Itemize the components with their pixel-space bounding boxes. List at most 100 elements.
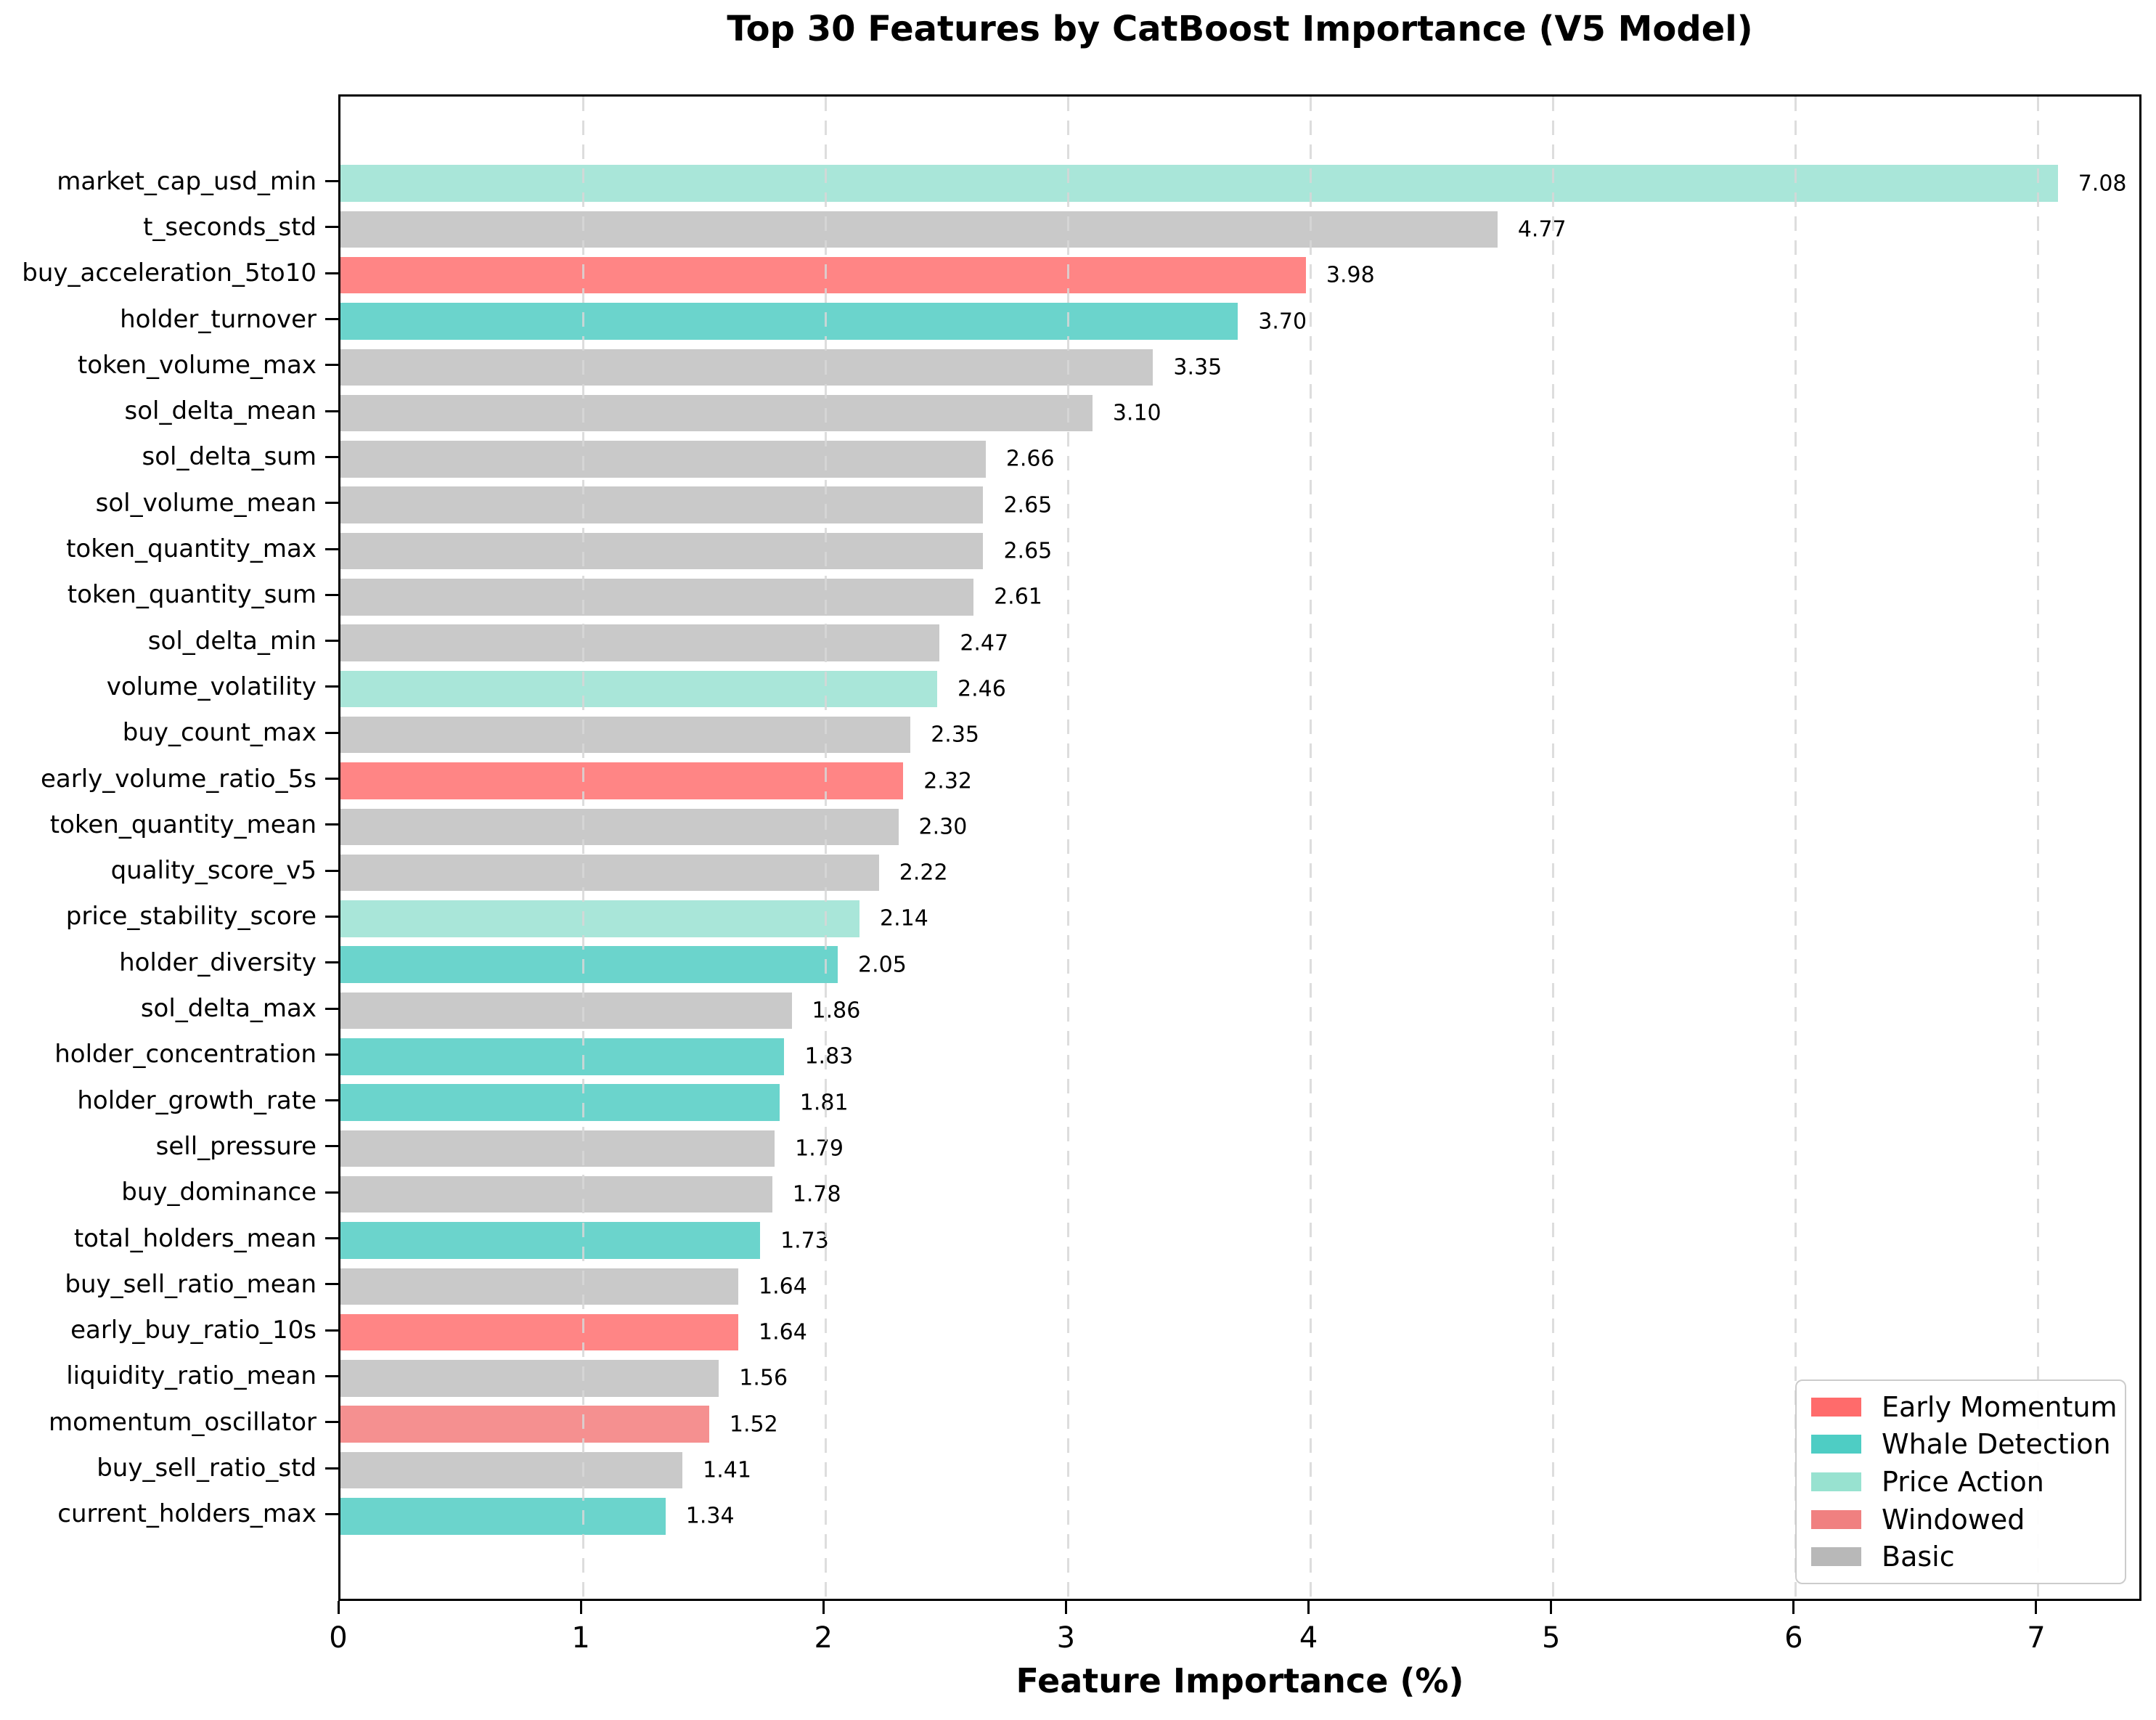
ytick-label-t_seconds_std: t_seconds_std bbox=[143, 212, 317, 242]
ytick-label-token_quantity_max: token_quantity_max bbox=[66, 534, 317, 563]
bar-buy_dominance bbox=[340, 1175, 772, 1213]
xtick-label-4: 4 bbox=[1299, 1621, 1318, 1655]
ytick-mark-holder_turnover bbox=[325, 318, 338, 320]
bar-quality_score_v5 bbox=[340, 854, 879, 892]
bar-sell_pressure bbox=[340, 1130, 775, 1167]
value-label-buy_sell_ratio_mean: 1.64 bbox=[758, 1273, 807, 1300]
legend-label-whale_detection: Whale Detection bbox=[1882, 1428, 2111, 1461]
bar-buy_acceleration_5to10 bbox=[340, 256, 1306, 294]
ytick-label-total_holders_mean: total_holders_mean bbox=[73, 1223, 317, 1253]
value-label-buy_acceleration_5to10: 3.98 bbox=[1326, 262, 1375, 288]
ytick-mark-early_buy_ratio_10s bbox=[325, 1329, 338, 1332]
bar-buy_sell_ratio_mean bbox=[340, 1268, 738, 1305]
bar-holder_turnover bbox=[340, 303, 1238, 340]
value-label-buy_dominance: 1.78 bbox=[792, 1181, 841, 1207]
ytick-mark-buy_dominance bbox=[325, 1191, 338, 1194]
xtick-mark-3 bbox=[1064, 1601, 1067, 1614]
ytick-mark-t_seconds_std bbox=[325, 226, 338, 229]
value-label-holder_diversity: 2.05 bbox=[857, 952, 907, 978]
legend-label-windowed: Windowed bbox=[1882, 1503, 2025, 1536]
value-label-sol_delta_min: 2.47 bbox=[960, 630, 1009, 656]
bar-buy_count_max bbox=[340, 716, 911, 754]
chart-title: Top 30 Features by CatBoost Importance (… bbox=[727, 9, 1753, 49]
ytick-mark-momentum_oscillator bbox=[325, 1421, 338, 1424]
value-label-token_quantity_mean: 2.30 bbox=[918, 814, 968, 840]
legend-swatch-whale_detection bbox=[1811, 1435, 1861, 1454]
bar-early_volume_ratio_5s bbox=[340, 762, 904, 799]
legend-swatch-early_momentum bbox=[1811, 1397, 1861, 1417]
legend-swatch-windowed bbox=[1811, 1509, 1861, 1529]
ytick-label-buy_sell_ratio_mean: buy_sell_ratio_mean bbox=[65, 1269, 317, 1299]
ytick-label-current_holders_max: current_holders_max bbox=[57, 1499, 317, 1529]
legend-label-early_momentum: Early Momentum bbox=[1882, 1390, 2118, 1423]
legend: Early Momentum Whale Detection Price Actio… bbox=[1795, 1379, 2126, 1584]
value-label-token_volume_max: 3.35 bbox=[1173, 354, 1222, 380]
xtick-label-6: 6 bbox=[1784, 1621, 1803, 1655]
legend-swatch-basic bbox=[1811, 1547, 1861, 1567]
ytick-label-quality_score_v5: quality_score_v5 bbox=[110, 856, 317, 886]
ytick-mark-token_quantity_sum bbox=[325, 593, 338, 596]
legend-swatch-price_action bbox=[1811, 1472, 1861, 1491]
bar-sol_volume_mean bbox=[340, 486, 984, 523]
ytick-mark-liquidity_ratio_mean bbox=[325, 1374, 338, 1377]
bar-holder_concentration bbox=[340, 1038, 785, 1075]
bar-early_buy_ratio_10s bbox=[340, 1313, 738, 1351]
bar-liquidity_ratio_mean bbox=[340, 1360, 719, 1397]
value-label-holder_turnover: 3.70 bbox=[1258, 309, 1307, 334]
ytick-label-holder_growth_rate: holder_growth_rate bbox=[77, 1085, 317, 1115]
ytick-mark-early_volume_ratio_5s bbox=[325, 778, 338, 780]
ytick-label-liquidity_ratio_mean: liquidity_ratio_mean bbox=[66, 1361, 317, 1391]
xtick-label-5: 5 bbox=[1541, 1621, 1561, 1655]
value-label-sol_delta_sum: 2.66 bbox=[1005, 446, 1055, 472]
ytick-mark-holder_concentration bbox=[325, 1053, 338, 1056]
ytick-label-token_volume_max: token_volume_max bbox=[77, 350, 317, 380]
bar-current_holders_max bbox=[340, 1498, 666, 1535]
xtick-mark-2 bbox=[822, 1601, 825, 1614]
ytick-label-sol_delta_max: sol_delta_max bbox=[140, 994, 317, 1023]
ytick-label-sol_delta_sum: sol_delta_sum bbox=[142, 442, 317, 472]
value-label-sol_delta_mean: 3.10 bbox=[1112, 400, 1161, 426]
bar-sol_delta_min bbox=[340, 624, 940, 661]
legend-label-basic: Basic bbox=[1882, 1541, 1955, 1573]
ytick-mark-token_quantity_max bbox=[325, 547, 338, 550]
bar-sol_delta_sum bbox=[340, 441, 986, 478]
bar-volume_volatility bbox=[340, 670, 937, 708]
ytick-mark-holder_diversity bbox=[325, 961, 338, 964]
ytick-mark-buy_sell_ratio_std bbox=[325, 1467, 338, 1470]
value-label-momentum_oscillator: 1.52 bbox=[729, 1411, 778, 1438]
legend-item-whale_detection: Whale Detection bbox=[1811, 1426, 2125, 1464]
xtick-label-7: 7 bbox=[2027, 1621, 2046, 1655]
value-label-price_stability_score: 2.14 bbox=[880, 905, 928, 932]
ytick-label-volume_volatility: volume_volatility bbox=[106, 672, 317, 701]
value-label-sell_pressure: 1.79 bbox=[795, 1136, 844, 1162]
value-label-buy_count_max: 2.35 bbox=[931, 722, 980, 748]
xtick-mark-6 bbox=[1792, 1601, 1795, 1614]
ytick-mark-token_volume_max bbox=[325, 364, 338, 367]
bar-token_quantity_max bbox=[340, 532, 984, 570]
legend-item-basic: Basic bbox=[1811, 1538, 2125, 1576]
bar-price_stability_score bbox=[340, 900, 860, 937]
bar-momentum_oscillator bbox=[340, 1406, 709, 1443]
bar-holder_diversity bbox=[340, 946, 838, 983]
value-label-current_holders_max: 1.34 bbox=[685, 1503, 735, 1529]
ytick-mark-total_holders_mean bbox=[325, 1237, 338, 1239]
ytick-mark-buy_count_max bbox=[325, 731, 338, 734]
value-label-early_volume_ratio_5s: 2.32 bbox=[923, 768, 972, 794]
xtick-label-3: 3 bbox=[1056, 1621, 1076, 1655]
value-label-token_quantity_max: 2.65 bbox=[1003, 538, 1053, 564]
value-label-t_seconds_std: 4.77 bbox=[1517, 216, 1567, 242]
bar-sol_delta_mean bbox=[340, 394, 1093, 432]
ytick-mark-sell_pressure bbox=[325, 1145, 338, 1148]
ytick-mark-sol_volume_mean bbox=[325, 502, 338, 505]
xtick-mark-4 bbox=[1307, 1601, 1310, 1614]
value-label-token_quantity_sum: 2.61 bbox=[994, 584, 1042, 610]
ytick-label-sol_delta_min: sol_delta_min bbox=[147, 626, 317, 656]
ytick-label-token_quantity_mean: token_quantity_mean bbox=[49, 810, 317, 839]
ytick-label-early_volume_ratio_5s: early_volume_ratio_5s bbox=[41, 764, 317, 794]
ytick-label-sell_pressure: sell_pressure bbox=[155, 1131, 317, 1161]
value-label-liquidity_ratio_mean: 1.56 bbox=[739, 1365, 788, 1391]
ytick-label-token_quantity_sum: token_quantity_sum bbox=[67, 580, 317, 610]
ytick-label-buy_dominance: buy_dominance bbox=[121, 1178, 317, 1207]
bar-t_seconds_std bbox=[340, 211, 1498, 248]
bar-sol_delta_max bbox=[340, 992, 792, 1030]
